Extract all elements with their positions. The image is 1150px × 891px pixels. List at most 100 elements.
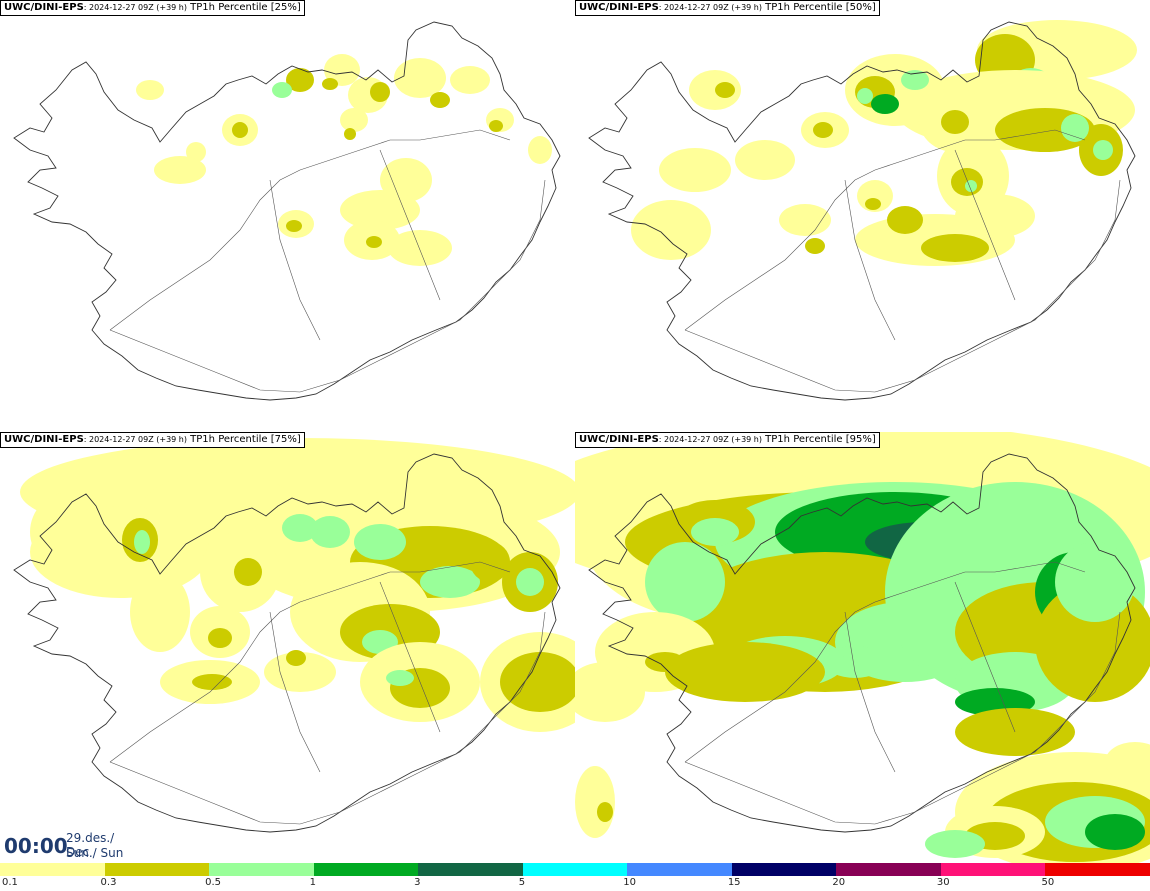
legend-tick-label: 15	[727, 877, 741, 888]
legend-tick-label: 0.3	[100, 877, 117, 888]
precip-contour	[386, 670, 414, 686]
road-line	[844, 611, 896, 773]
precip-contour	[234, 558, 262, 586]
precip-contour	[286, 68, 314, 92]
legend-swatch	[1045, 863, 1150, 876]
map-panel-p75: UWC/DINI-EPS: 2024-12-27 09Z (+39 h) TP1…	[0, 432, 575, 863]
precip-map	[13, 438, 575, 833]
legend-tick-label: 0.1	[2, 877, 18, 888]
precip-contour	[344, 128, 356, 140]
precip-map	[13, 21, 561, 401]
precip-layer	[631, 20, 1137, 266]
run-info: : 2024-12-27 09Z (+39 h)	[83, 435, 187, 444]
field-name: TP1h Percentile [25%]	[190, 2, 301, 13]
panel-title: UWC/DINI-EPS: 2024-12-27 09Z (+39 h) TP1…	[575, 432, 880, 448]
precip-contour	[631, 200, 711, 260]
precip-contour	[489, 120, 503, 132]
legend-swatch	[522, 863, 629, 876]
field-name: TP1h Percentile [75%]	[190, 434, 301, 445]
map-panel-p50: UWC/DINI-EPS: 2024-12-27 09Z (+39 h) TP1…	[575, 0, 1150, 431]
road-line	[109, 179, 546, 393]
precip-contour	[865, 198, 881, 210]
precip-contour	[232, 122, 248, 138]
precip-contour	[813, 122, 833, 138]
run-info: : 2024-12-27 09Z (+39 h)	[83, 3, 187, 12]
precip-contour	[735, 140, 795, 180]
legend-swatch	[731, 863, 838, 876]
precip-contour	[366, 236, 382, 248]
precip-contour	[659, 148, 731, 192]
precip-contour	[282, 514, 318, 542]
road-line	[269, 179, 321, 341]
precip-contour	[388, 230, 452, 266]
precip-contour	[354, 524, 406, 560]
legend-swatch	[940, 863, 1047, 876]
legend-swatch	[209, 863, 315, 876]
legend-color-bar	[0, 863, 1150, 876]
precip-contour	[887, 206, 923, 234]
precip-contour	[597, 802, 613, 822]
iceland-coastline	[13, 21, 561, 401]
legend-tick-label: 30	[936, 877, 950, 888]
valid-time-box: 00:00 29.des./ Dec Sun./ Sun	[0, 826, 138, 862]
model-name: UWC/DINI-EPS	[579, 2, 659, 13]
precip-contour	[575, 766, 615, 838]
legend-tick-label: 5	[518, 877, 526, 888]
field-name: TP1h Percentile [95%]	[765, 434, 876, 445]
precip-contour	[1093, 140, 1113, 160]
valid-time-clock: 00:00	[4, 834, 68, 858]
precip-contour	[208, 628, 232, 648]
precip-contour	[30, 506, 210, 598]
run-info: : 2024-12-27 09Z (+39 h)	[658, 3, 762, 12]
run-info: : 2024-12-27 09Z (+39 h)	[658, 435, 762, 444]
valid-weekday: Sun./ Sun	[66, 846, 124, 860]
field-name: TP1h Percentile [50%]	[765, 2, 876, 13]
legend-tick-label: 20	[832, 877, 846, 888]
precip-contour	[430, 92, 450, 108]
precip-contour	[665, 642, 825, 702]
legend-swatch	[836, 863, 942, 876]
precip-contour	[186, 142, 206, 162]
legend-tick-label: 0.5	[205, 877, 221, 888]
precip-contour	[286, 650, 306, 666]
precip-contour	[136, 80, 164, 100]
precip-contour	[394, 58, 446, 98]
precip-contour	[528, 136, 552, 164]
precip-contour	[805, 238, 825, 254]
panel-title: UWC/DINI-EPS: 2024-12-27 09Z (+39 h) TP1…	[575, 0, 880, 16]
legend-swatch	[418, 863, 524, 876]
iceland-coastline	[588, 21, 1136, 401]
precip-contour	[516, 568, 544, 596]
iceland-coastline	[13, 453, 561, 833]
precip-contour	[264, 652, 336, 692]
precip-contour	[691, 518, 739, 546]
legend-swatch	[0, 863, 106, 876]
precip-contour	[921, 234, 989, 262]
road-line	[844, 179, 896, 341]
precip-contour	[941, 110, 969, 134]
legend-swatch	[104, 863, 211, 876]
road-line	[379, 149, 441, 301]
road-line	[109, 129, 511, 331]
precip-contour	[286, 220, 302, 232]
road-line	[684, 179, 1121, 393]
legend-tick-label: 10	[623, 877, 636, 888]
road-line	[109, 611, 546, 825]
precip-contour	[154, 156, 206, 184]
precip-contour	[575, 662, 645, 722]
precip-contour	[1061, 114, 1089, 142]
precip-contour	[324, 54, 360, 86]
panel-title: UWC/DINI-EPS: 2024-12-27 09Z (+39 h) TP1…	[0, 0, 305, 16]
precip-contour	[134, 530, 150, 554]
road-line	[269, 611, 321, 773]
road-line	[684, 129, 1086, 331]
road-line	[684, 611, 1121, 825]
precip-contour	[322, 78, 338, 90]
iceland-coastline	[588, 453, 1136, 833]
map-panel-p25: UWC/DINI-EPS: 2024-12-27 09Z (+39 h) TP1…	[0, 0, 575, 431]
valid-date: 29.des./ Dec	[66, 831, 115, 859]
precip-layer	[20, 438, 575, 732]
precip-contour	[272, 82, 292, 98]
road-line	[954, 149, 1016, 301]
precip-map	[575, 432, 1150, 863]
